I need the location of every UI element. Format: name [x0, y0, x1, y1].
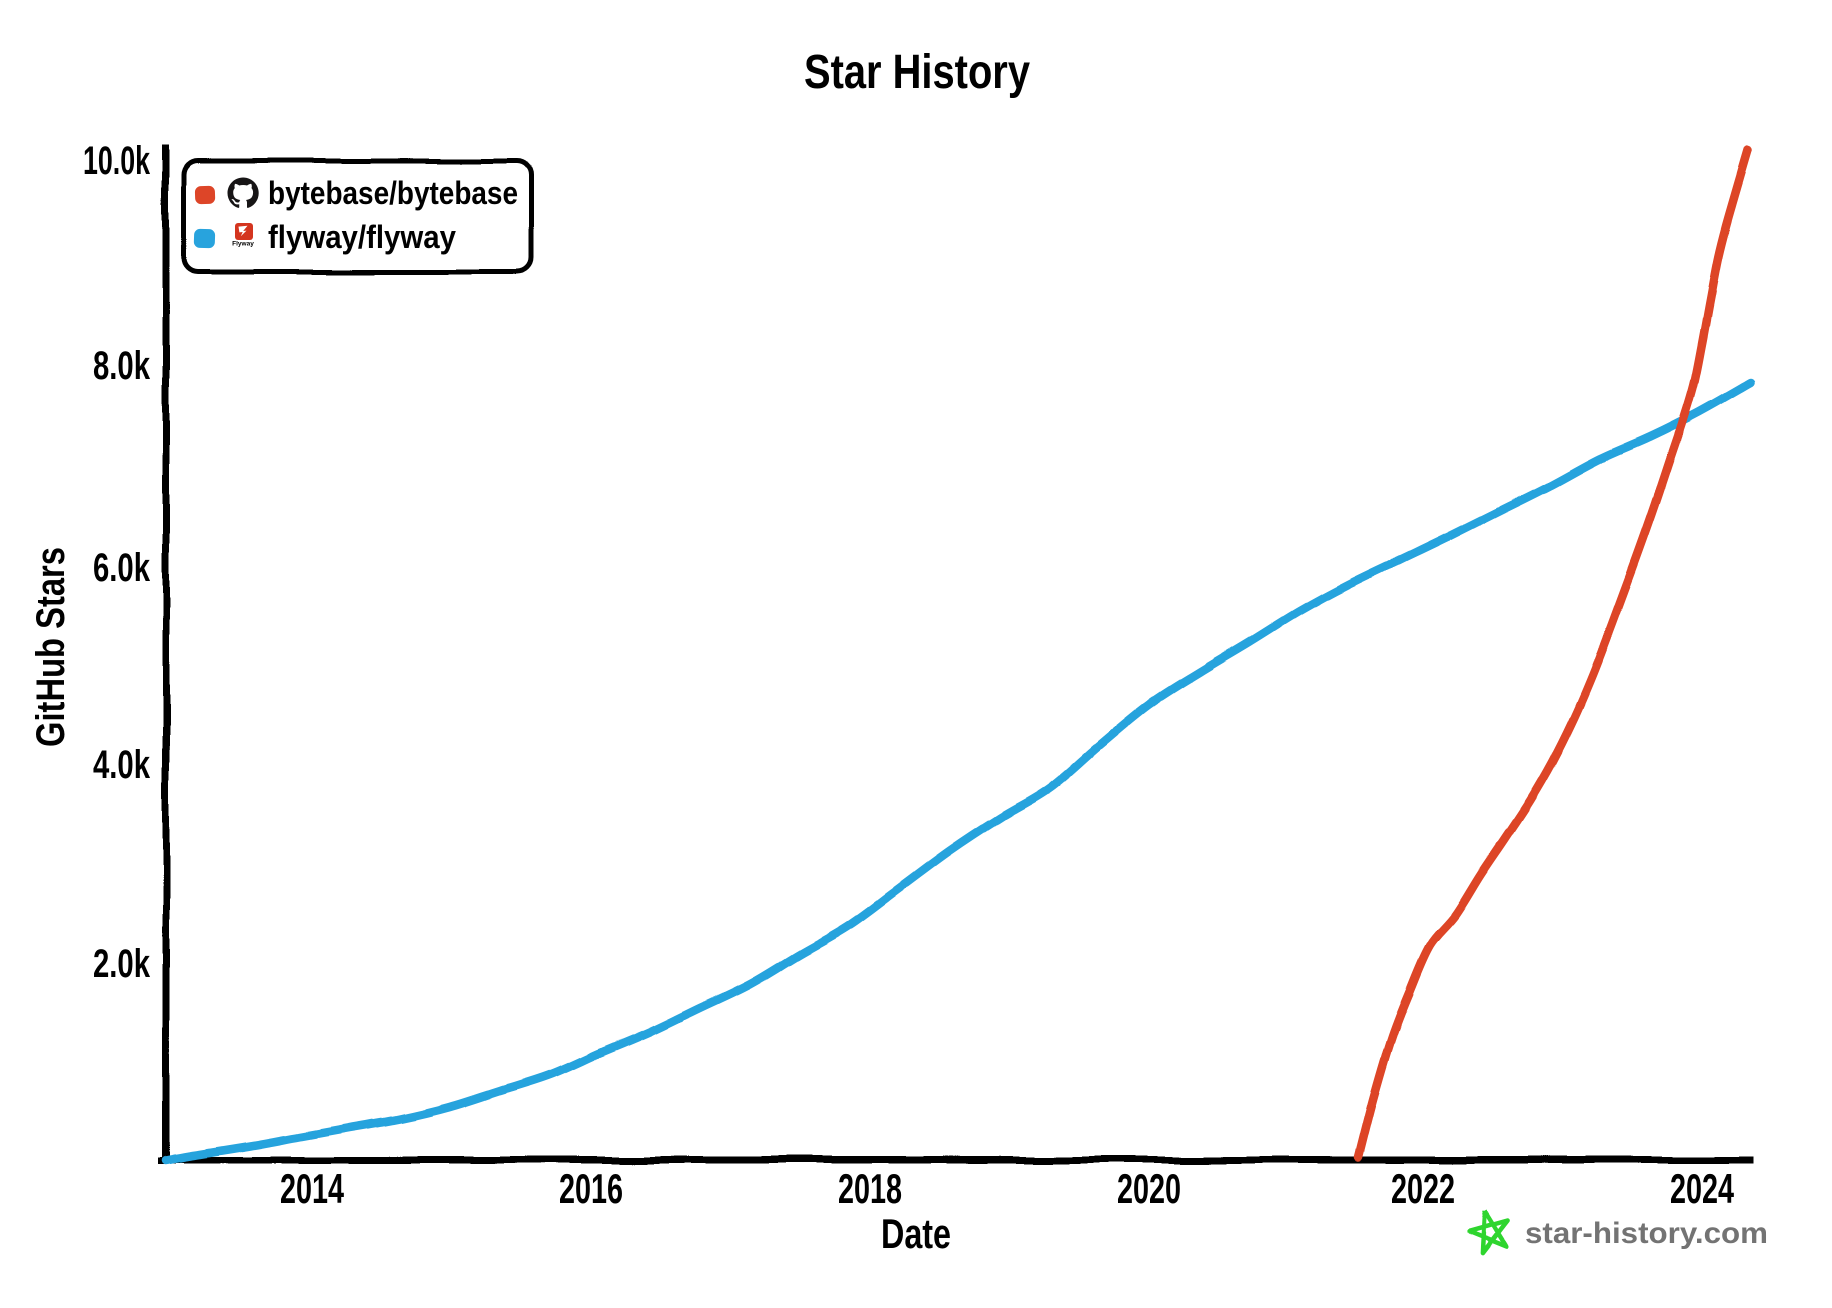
- svg-text:2.0k: 2.0k: [93, 942, 151, 986]
- svg-text:8.0k: 8.0k: [93, 344, 151, 388]
- svg-text:6.0k: 6.0k: [93, 546, 151, 590]
- svg-text:bytebase/bytebase: bytebase/bytebase: [268, 175, 518, 211]
- svg-text:GitHub Stars: GitHub Stars: [29, 547, 73, 747]
- svg-text:Flyway: Flyway: [232, 241, 254, 248]
- svg-text:Date: Date: [881, 1210, 951, 1257]
- svg-text:flyway/flyway: flyway/flyway: [268, 219, 456, 255]
- svg-text:2022: 2022: [1391, 1165, 1455, 1212]
- svg-text:star-history.com: star-history.com: [1525, 1217, 1768, 1250]
- svg-text:Star History: Star History: [804, 46, 1030, 99]
- svg-text:2016: 2016: [559, 1165, 623, 1212]
- svg-text:10.0k: 10.0k: [83, 139, 150, 183]
- svg-text:2020: 2020: [1117, 1165, 1181, 1212]
- svg-text:2014: 2014: [280, 1165, 344, 1212]
- svg-text:2018: 2018: [838, 1165, 902, 1212]
- svg-text:2024: 2024: [1670, 1165, 1734, 1212]
- svg-text:4.0k: 4.0k: [93, 743, 151, 787]
